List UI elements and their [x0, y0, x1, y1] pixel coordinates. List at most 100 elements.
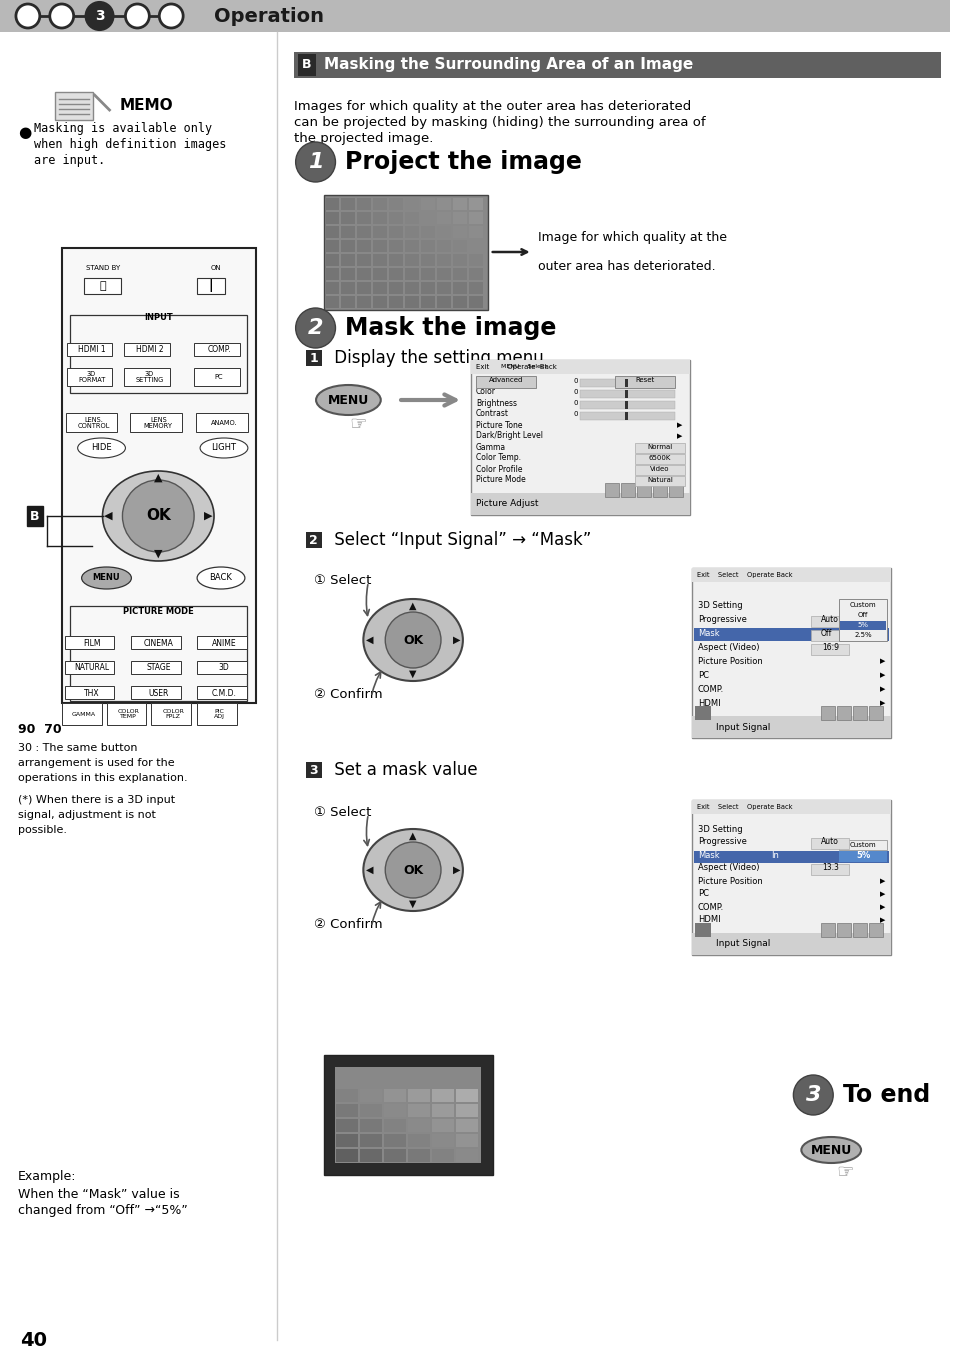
Text: 5%: 5%: [857, 622, 867, 628]
Bar: [408, 1089, 430, 1102]
Text: B: B: [301, 58, 311, 72]
Bar: [453, 268, 466, 279]
Text: the projected image.: the projected image.: [294, 132, 433, 145]
Text: Color Temp.: Color Temp.: [476, 453, 520, 462]
Bar: [373, 212, 387, 224]
Text: STAGE: STAGE: [146, 663, 171, 673]
Bar: [691, 800, 890, 955]
Bar: [693, 628, 888, 641]
Bar: [468, 240, 482, 252]
Text: ◀: ◀: [365, 865, 373, 875]
Text: LENS
MEMORY: LENS MEMORY: [144, 416, 172, 430]
Text: signal, adjustment is not: signal, adjustment is not: [18, 810, 155, 820]
Bar: [691, 933, 890, 955]
Text: |: |: [209, 279, 213, 293]
Bar: [107, 702, 146, 725]
Text: when high definition images: when high definition images: [33, 138, 226, 151]
Bar: [384, 1104, 406, 1117]
Bar: [453, 226, 466, 239]
Text: Select “Input Signal” → “Mask”: Select “Input Signal” → “Mask”: [329, 532, 591, 549]
Text: ▲: ▲: [409, 601, 416, 612]
Text: 13.3: 13.3: [821, 864, 838, 872]
Bar: [840, 621, 885, 631]
Bar: [420, 198, 435, 210]
Bar: [360, 1104, 382, 1117]
Bar: [197, 686, 247, 698]
Text: Picture Tone: Picture Tone: [476, 420, 522, 430]
Ellipse shape: [200, 438, 248, 458]
Bar: [405, 296, 418, 308]
Bar: [453, 296, 466, 308]
Bar: [294, 52, 940, 79]
Bar: [325, 296, 339, 308]
Text: Display the setting menu: Display the setting menu: [329, 348, 543, 367]
Text: 0: 0: [574, 400, 578, 405]
Text: ▶: ▶: [880, 877, 884, 884]
Bar: [624, 401, 627, 410]
Bar: [456, 1119, 477, 1132]
Bar: [132, 686, 181, 698]
Text: Mask: Mask: [697, 628, 719, 637]
Text: PC: PC: [697, 890, 708, 899]
Text: Gamma: Gamma: [476, 442, 505, 452]
Bar: [0, 0, 948, 33]
Text: Normal: Normal: [647, 443, 672, 450]
Text: ▶: ▶: [880, 686, 884, 692]
Text: ▶: ▶: [453, 635, 460, 645]
Bar: [325, 226, 339, 239]
Circle shape: [159, 4, 183, 28]
Text: 3D
FORMAT: 3D FORMAT: [78, 370, 105, 384]
Text: 90  70: 90 70: [18, 723, 62, 736]
Text: BACK: BACK: [210, 574, 233, 583]
Bar: [436, 254, 451, 266]
Bar: [132, 660, 181, 674]
Text: Aspect (Video): Aspect (Video): [697, 643, 759, 651]
Text: Input Signal: Input Signal: [715, 723, 769, 731]
Bar: [839, 599, 886, 641]
Bar: [453, 254, 466, 266]
Bar: [456, 1149, 477, 1162]
Bar: [471, 359, 689, 515]
Bar: [821, 923, 834, 937]
Bar: [341, 240, 355, 252]
Bar: [305, 350, 321, 366]
Bar: [691, 716, 890, 738]
Bar: [668, 483, 682, 498]
Circle shape: [122, 480, 193, 552]
Text: FILM: FILM: [83, 639, 100, 648]
Text: Masking the Surrounding Area of an Image: Masking the Surrounding Area of an Image: [323, 57, 692, 72]
Bar: [420, 212, 435, 224]
Text: ① Select: ① Select: [314, 574, 371, 587]
Bar: [468, 282, 482, 294]
Bar: [420, 226, 435, 239]
Bar: [468, 212, 482, 224]
Bar: [604, 483, 618, 498]
Text: ANAMO.: ANAMO.: [211, 420, 237, 426]
Bar: [373, 282, 387, 294]
Bar: [420, 268, 435, 279]
Bar: [635, 443, 684, 453]
Bar: [341, 212, 355, 224]
Text: PICTURE MODE: PICTURE MODE: [123, 606, 193, 616]
Bar: [453, 282, 466, 294]
Text: 2.5%: 2.5%: [853, 632, 871, 639]
Bar: [65, 686, 114, 698]
Text: To end: To end: [842, 1083, 929, 1106]
Bar: [357, 296, 371, 308]
Text: 3D Setting: 3D Setting: [697, 824, 741, 834]
Bar: [453, 212, 466, 224]
Bar: [197, 660, 247, 674]
Bar: [357, 268, 371, 279]
Bar: [70, 606, 247, 701]
Text: Auto: Auto: [821, 838, 839, 846]
Text: Contrast: Contrast: [476, 410, 508, 419]
Bar: [615, 376, 674, 388]
Bar: [341, 198, 355, 210]
Bar: [405, 254, 418, 266]
Text: PIC
ADJ: PIC ADJ: [213, 709, 224, 720]
Bar: [408, 1119, 430, 1132]
Bar: [373, 268, 387, 279]
Text: Off: Off: [857, 612, 867, 618]
Text: ▲: ▲: [153, 473, 162, 483]
Bar: [341, 268, 355, 279]
